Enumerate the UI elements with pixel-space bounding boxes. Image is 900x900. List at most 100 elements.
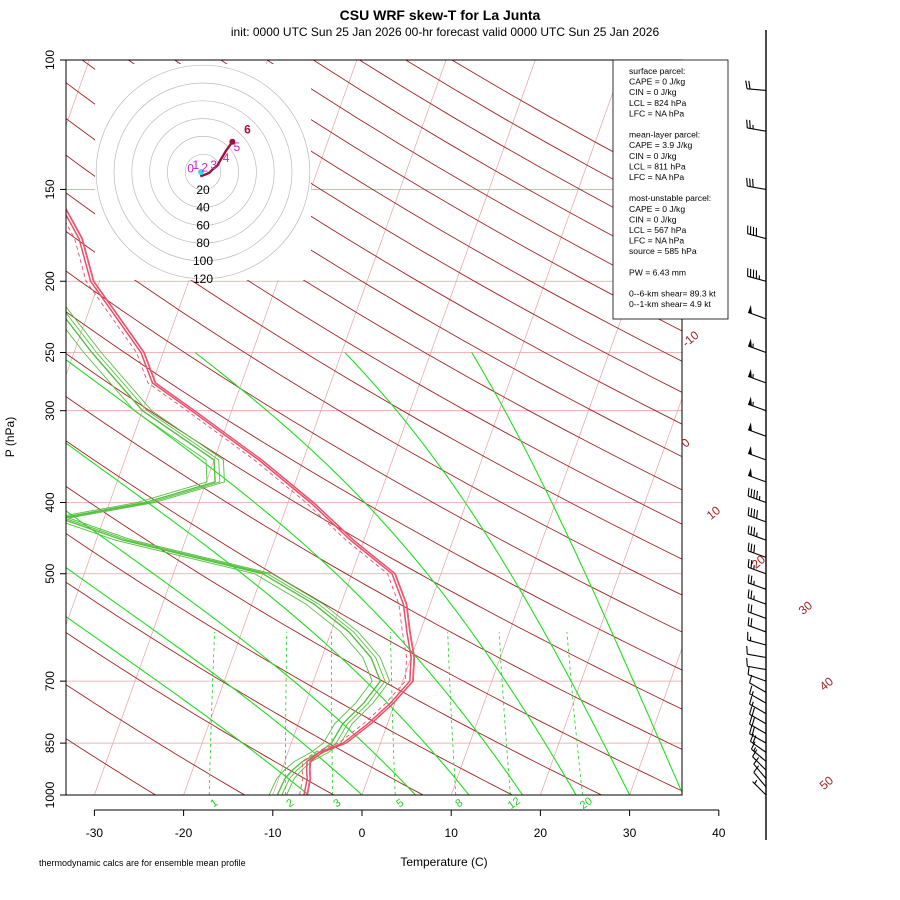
x-axis-label: Temperature (C)	[400, 855, 487, 869]
wind-barb-half	[754, 779, 758, 784]
wind-barb-flag	[748, 338, 752, 348]
wind-barb-full	[750, 590, 753, 599]
wind-barb-full	[746, 119, 748, 128]
moist-adiabat-line	[471, 352, 682, 794]
isotherm-line	[94, 60, 358, 795]
wind-barb	[747, 368, 767, 384]
wind-barb-full	[747, 666, 750, 675]
wind-barb	[749, 696, 767, 715]
wind-barb-full	[749, 685, 753, 694]
parcel-info-line: LFC = NA hPa	[629, 172, 684, 182]
wind-barb	[752, 749, 767, 771]
wind-barb-shaft	[747, 429, 767, 437]
dry-adiabat-line	[66, 396, 682, 750]
wind-barb	[746, 119, 767, 132]
wind-barb	[749, 725, 767, 744]
wind-barb-shaft	[750, 741, 767, 753]
parcel-info-line: surface parcel:	[629, 66, 685, 76]
wind-barb	[747, 542, 767, 558]
wind-barb-flag	[748, 445, 752, 455]
wind-barb-full	[745, 80, 748, 89]
wind-barb-full	[752, 749, 758, 757]
mixing-ratio-tick-label: 5	[394, 797, 406, 810]
chart-subtitle: init: 0000 UTC Sun 25 Jan 2026 00-hr for…	[231, 25, 660, 39]
isotherm-line	[272, 60, 536, 795]
dewpoint-trace	[66, 306, 391, 795]
wind-barb-shaft	[747, 233, 767, 240]
mixing-ratio-tick-label: 12	[506, 795, 523, 812]
wind-barb-full	[752, 178, 754, 188]
wind-barb-shaft	[747, 345, 767, 354]
storm-motion-marker	[198, 169, 204, 175]
parcel-info-line: 0--6-km shear= 89.3 kt	[629, 289, 716, 299]
y-tick-label: 700	[43, 671, 57, 691]
dry-adiabat-line	[66, 738, 157, 795]
parcel-info-line: LFC = NA hPa	[629, 108, 684, 118]
isotherm-line	[183, 60, 447, 795]
mixing-ratio-tick-label: 20	[578, 795, 595, 812]
footnote: thermodynamic calcs are for ensemble mea…	[39, 858, 246, 868]
wind-barb	[747, 525, 767, 541]
y-tick-label: 1000	[43, 781, 57, 808]
wind-barb	[749, 716, 767, 735]
x-tick-label: 0	[359, 826, 366, 840]
wind-barb-shaft	[747, 533, 767, 541]
wind-barb-shaft	[749, 713, 767, 725]
hodograph-trace	[199, 141, 234, 178]
hodograph-height-label: 4	[223, 151, 230, 165]
parcel-info-line: 0--1-km shear= 4.9 kt	[629, 299, 712, 309]
x-tick-label: 20	[534, 826, 548, 840]
wind-barb	[753, 765, 767, 788]
x-tick-label: 10	[445, 826, 459, 840]
moist-adiabat-line	[66, 510, 416, 795]
wind-barb-full	[749, 706, 753, 715]
wind-barb	[747, 338, 767, 354]
dry-adiabat-line	[66, 532, 514, 795]
wind-barb-full	[749, 120, 751, 129]
dry-adiabat-line	[66, 82, 682, 458]
dry-adiabat-line	[66, 118, 682, 491]
dry-adiabat-line	[66, 485, 603, 795]
hodograph-ring	[167, 136, 239, 208]
wind-barb-shaft	[751, 748, 767, 762]
wind-barb-full	[749, 178, 751, 187]
wind-barb-full	[756, 490, 759, 500]
parcel-info-line: CAPE = 3.9 J/kg	[629, 140, 693, 150]
wind-barb-half	[753, 747, 757, 752]
wind-barb	[747, 445, 767, 461]
wind-barb	[747, 617, 767, 633]
wind-barb	[747, 396, 767, 412]
wind-barb-shaft	[747, 582, 767, 590]
mixing-ratio-tick-label: 1	[208, 797, 220, 810]
hodograph-ring-label: 20	[196, 183, 210, 197]
wind-barb-shaft	[749, 723, 767, 735]
isotherm-line	[361, 60, 625, 795]
moist-adiabat-line	[66, 359, 524, 795]
wind-barb	[747, 268, 767, 282]
parcel-info-line: CAPE = 0 J/kg	[629, 77, 685, 87]
mixing-ratio-tick-label: 2	[284, 797, 296, 810]
wind-barb-shaft	[749, 703, 767, 715]
wind-barb-shaft	[749, 733, 767, 744]
wind-barb	[746, 177, 767, 190]
wind-barb-shaft	[747, 639, 767, 646]
wind-barb-shaft	[747, 452, 767, 461]
wind-barb-shaft	[747, 665, 767, 671]
x-tick-label: -10	[264, 826, 282, 840]
wind-barb-full	[750, 741, 756, 750]
wind-barb	[747, 422, 767, 437]
hodograph-height-label: 6	[244, 122, 251, 136]
wind-barb-full	[753, 509, 756, 518]
wind-barb-full	[749, 696, 753, 705]
wind-barb	[750, 741, 767, 762]
dry-adiabat-line	[66, 230, 682, 596]
hodograph-ring-label: 40	[196, 201, 210, 215]
moist-adiabat-line	[66, 566, 363, 795]
chart-title: CSU WRF skew-T for La Junta	[340, 7, 541, 23]
parcel-info-line: mean-layer parcel:	[629, 130, 700, 140]
wind-barb-shaft	[747, 514, 767, 523]
wind-barb-full	[746, 645, 748, 655]
